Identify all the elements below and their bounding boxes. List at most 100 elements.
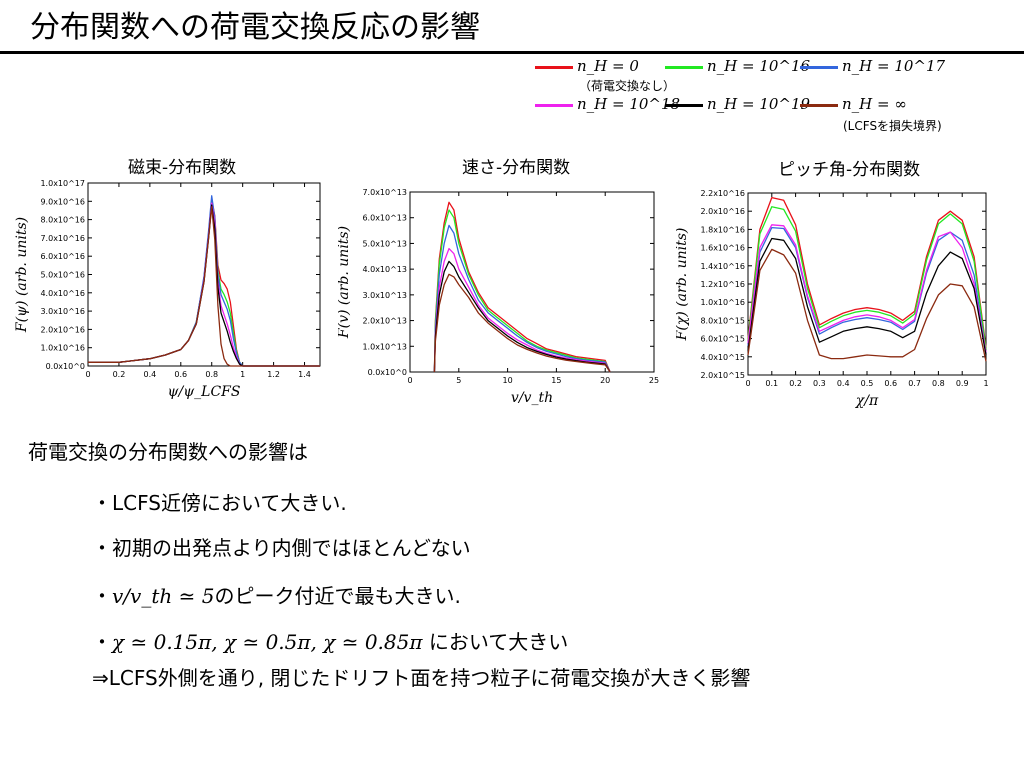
x-tick-label: 1.2 (267, 370, 280, 379)
x-tick-label: 0.8 (205, 370, 218, 379)
chart-title: 磁束-分布関数 (128, 158, 237, 178)
series-line (747, 248, 987, 362)
series-line (433, 201, 611, 373)
x-tick-label: 0.2 (789, 379, 802, 388)
x-tick-label: 1.4 (298, 370, 311, 379)
bullet-text: ・χ ≃ 0.15π, χ ≃ 0.5π, χ ≃ 0.85π において大きい (92, 626, 568, 655)
chart-psi: 0.0x10^0 1.0x10^16 2.0x10^16 3.0x10^16 4.0x1… (14, 179, 321, 400)
legend-swatch (800, 103, 838, 107)
x-tick-label: 0 (407, 376, 412, 385)
series-line (433, 273, 611, 373)
y-tick-label: 2.0x10^16 (700, 207, 745, 216)
chart-speed: 0.0x10^0 1.0x10^13 2.0x10^13 3.0x10^13 4.0x1… (338, 188, 659, 406)
series-line (433, 247, 611, 373)
math-expression: v/v_th ≃ 5 (112, 584, 215, 608)
legend-note: （荷電交換なし） (579, 79, 676, 93)
x-tick-label: 5 (456, 376, 461, 385)
series-line (433, 224, 611, 373)
chart-legend: n_H = 0 （荷電交換なし） n_H = 10^16 n_H = 10^17… (535, 57, 1005, 137)
x-tick-label: 0 (745, 379, 750, 388)
legend-entry: n_H = 0 (535, 57, 639, 75)
y-tick-label: 1.8x10^16 (700, 225, 745, 234)
y-tick-label: 9.0x10^16 (40, 197, 85, 206)
x-tick-label: 0.1 (765, 379, 778, 388)
x-tick-label: 0.4 (143, 370, 156, 379)
x-axis-label: χ/π (855, 393, 879, 409)
chart-title: ピッチ角-分布関数 (778, 160, 921, 180)
y-tick-label: 2.2x10^16 (700, 189, 745, 198)
y-tick-label: 1.6x10^16 (700, 244, 745, 253)
conclusion-heading: 荷電交換の分布関数への影響は (28, 440, 308, 464)
x-tick-label: 0.5 (861, 379, 874, 388)
bullet-marker: ・ (92, 630, 112, 654)
bullet-text: ・LCFS近傍において大きい. (92, 491, 347, 515)
y-axis-label: F(χ) (arb. units) (676, 228, 690, 342)
legend-label: n_H = 0 (577, 57, 639, 75)
series-line (433, 209, 611, 373)
series-line (747, 224, 987, 353)
y-tick-label: 8.0x10^15 (700, 316, 745, 325)
legend-entry: n_H = 10^19 (665, 95, 810, 113)
math-expression: χ ≃ 0.15π, χ ≃ 0.5π, χ ≃ 0.85π (112, 630, 423, 654)
y-tick-label: 1.2x10^16 (700, 280, 745, 289)
y-tick-label: 5.0x10^13 (362, 239, 407, 248)
series-line (747, 226, 987, 354)
bullet-marker: ・ (92, 584, 112, 608)
chart-pitch: 2.0x10^15 4.0x10^15 6.0x10^15 8.0x10^15 1.0x… (676, 189, 989, 409)
y-tick-label: 4.0x10^16 (40, 289, 85, 298)
legend-swatch (665, 65, 703, 69)
legend-note: (LCFSを損失境界) (843, 119, 942, 133)
x-tick-label: 0.9 (956, 379, 969, 388)
y-tick-label: 4.0x10^15 (700, 353, 745, 362)
legend-swatch (800, 65, 838, 69)
bullet-suffix: のピーク付近で最も大きい. (214, 584, 461, 608)
legend-label: n_H = ∞ (842, 95, 907, 113)
x-tick-label: 0.8 (932, 379, 945, 388)
y-tick-label: 0.0x10^0 (46, 362, 85, 371)
conclusion-text: ⇒LCFS外側を通り, 閉じたドリフト面を持つ粒子に荷電交換が大きく影響 (92, 666, 751, 690)
title-divider (0, 51, 1024, 54)
x-tick-label: 0.6 (174, 370, 187, 379)
legend-label: n_H = 10^17 (842, 57, 946, 75)
y-tick-label: 3.0x10^13 (362, 291, 407, 300)
y-tick-label: 1.0x10^17 (40, 179, 85, 188)
page-title: 分布関数への荷電交換反応の影響 (30, 10, 480, 45)
y-tick-label: 1.0x10^16 (700, 298, 745, 307)
legend-label: n_H = 10^16 (707, 57, 811, 75)
y-tick-label: 5.0x10^16 (40, 271, 85, 280)
y-tick-label: 2.0x10^16 (40, 325, 85, 334)
x-tick-label: 15 (551, 376, 561, 385)
series-line (433, 260, 611, 373)
x-tick-label: 0 (85, 370, 90, 379)
x-tick-label: 25 (649, 376, 659, 385)
x-axis-label: v/v_th (511, 390, 553, 406)
legend-swatch (535, 65, 573, 69)
bullet-text: ・v/v_th ≃ 5のピーク付近で最も大きい. (92, 580, 461, 609)
series-line (88, 204, 320, 367)
legend-label: n_H = 10^18 (577, 95, 681, 113)
x-axis-label: ψ/ψ_LCFS (168, 384, 241, 400)
y-tick-label: 7.0x10^16 (40, 234, 85, 243)
y-tick-label: 0.0x10^0 (368, 368, 407, 377)
y-axis-label: F(v) (arb. units) (338, 226, 352, 339)
y-tick-label: 4.0x10^13 (362, 265, 407, 274)
legend-entry: n_H = 10^18 (535, 95, 680, 113)
y-tick-label: 2.0x10^13 (362, 317, 407, 326)
legend-entry: n_H = 10^17 (800, 57, 945, 75)
y-tick-label: 6.0x10^15 (700, 335, 745, 344)
series-line (747, 196, 987, 348)
y-tick-label: 1.4x10^16 (700, 262, 745, 271)
y-tick-label: 1.0x10^16 (40, 344, 85, 353)
y-tick-label: 8.0x10^16 (40, 216, 85, 225)
x-tick-label: 0.7 (908, 379, 921, 388)
chart-title: 速さ-分布関数 (462, 158, 571, 178)
y-tick-label: 6.0x10^16 (40, 252, 85, 261)
bullet-text: ・初期の出発点より内側ではほとんどない (92, 536, 471, 560)
legend-label: n_H = 10^19 (707, 95, 811, 113)
x-tick-label: 0.3 (813, 379, 826, 388)
x-tick-label: 0.6 (884, 379, 897, 388)
x-tick-label: 1 (983, 379, 988, 388)
y-tick-label: 1.0x10^13 (362, 342, 407, 351)
x-tick-label: 0.4 (837, 379, 850, 388)
bullet-suffix: において大きい (422, 630, 569, 654)
